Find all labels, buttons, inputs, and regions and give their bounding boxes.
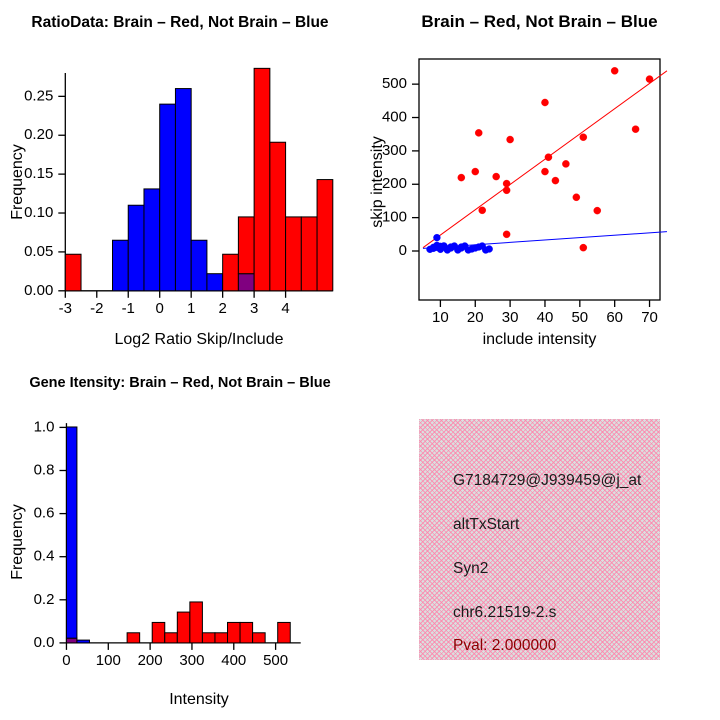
svg-text:skip intensity: skip intensity xyxy=(369,136,386,228)
svg-text:0.8: 0.8 xyxy=(34,461,55,478)
svg-text:Brain – Red, Not Brain – Blue: Brain – Red, Not Brain – Blue xyxy=(421,12,657,31)
svg-text:1: 1 xyxy=(187,300,195,317)
svg-text:0.10: 0.10 xyxy=(24,204,53,221)
svg-text:-1: -1 xyxy=(122,300,135,317)
svg-text:0.20: 0.20 xyxy=(24,126,53,143)
svg-text:0.15: 0.15 xyxy=(24,165,53,182)
svg-text:3: 3 xyxy=(250,300,258,317)
svg-text:Gene Itensity: Brain – Red, No: Gene Itensity: Brain – Red, Not Brain – … xyxy=(29,375,330,391)
svg-text:10: 10 xyxy=(432,309,449,326)
svg-text:-2: -2 xyxy=(90,300,103,317)
svg-text:2: 2 xyxy=(218,300,226,317)
svg-text:500: 500 xyxy=(382,75,407,92)
svg-text:0.25: 0.25 xyxy=(24,87,53,104)
svg-text:200: 200 xyxy=(138,652,163,669)
svg-text:400: 400 xyxy=(382,108,407,125)
svg-text:30: 30 xyxy=(502,309,519,326)
svg-text:0.00: 0.00 xyxy=(24,282,53,299)
svg-text:40: 40 xyxy=(537,309,554,326)
svg-text:0: 0 xyxy=(156,300,164,317)
svg-text:20: 20 xyxy=(467,309,484,326)
svg-text:50: 50 xyxy=(571,309,588,326)
svg-text:RatioData: Brain – Red, Not Br: RatioData: Brain – Red, Not Brain – Blue xyxy=(31,14,329,31)
svg-text:include intensity: include intensity xyxy=(483,331,597,348)
svg-text:70: 70 xyxy=(641,309,658,326)
svg-text:4: 4 xyxy=(281,300,289,317)
svg-text:0: 0 xyxy=(399,242,407,259)
svg-text:0.05: 0.05 xyxy=(24,243,53,260)
svg-text:0.2: 0.2 xyxy=(34,591,55,608)
svg-text:500: 500 xyxy=(263,652,288,669)
svg-text:Frequency: Frequency xyxy=(9,144,26,220)
svg-text:1.0: 1.0 xyxy=(34,418,55,435)
svg-text:-3: -3 xyxy=(59,300,72,317)
svg-text:0.6: 0.6 xyxy=(34,505,55,522)
svg-text:Frequency: Frequency xyxy=(9,504,26,580)
svg-text:300: 300 xyxy=(179,652,204,669)
svg-text:Intensity: Intensity xyxy=(169,691,229,708)
svg-text:0: 0 xyxy=(62,652,70,669)
svg-text:400: 400 xyxy=(221,652,246,669)
svg-text:0.0: 0.0 xyxy=(34,634,55,651)
svg-text:Log2 Ratio Skip/Include: Log2 Ratio Skip/Include xyxy=(115,331,284,348)
svg-text:100: 100 xyxy=(96,652,121,669)
svg-text:60: 60 xyxy=(606,309,623,326)
svg-text:0.4: 0.4 xyxy=(34,548,55,565)
